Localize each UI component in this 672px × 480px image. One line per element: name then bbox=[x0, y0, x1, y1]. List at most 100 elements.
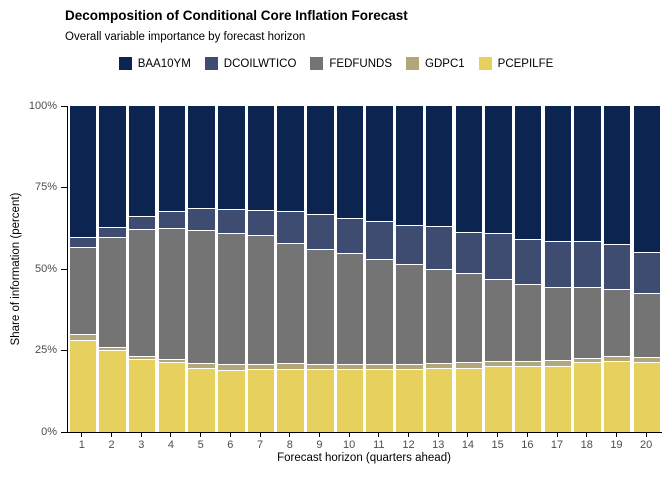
x-tick-mark bbox=[200, 433, 202, 437]
bar-segment-fedfunds bbox=[69, 247, 97, 334]
x-tick-label: 8 bbox=[286, 439, 293, 451]
legend-swatch-icon bbox=[118, 57, 132, 70]
bar-segment-baa10ym bbox=[99, 106, 126, 227]
bar-segment-fedfunds bbox=[277, 242, 304, 364]
y-tick-label: 75% bbox=[34, 181, 57, 193]
plot-area bbox=[67, 106, 662, 433]
bar-segment-fedfunds bbox=[336, 253, 364, 364]
legend-item-gdpc1: GDPC1 bbox=[406, 57, 465, 70]
bar-h5 bbox=[188, 106, 215, 432]
x-tick-mark bbox=[289, 433, 291, 437]
bar-segment-pcepilfe bbox=[425, 368, 453, 432]
bar-h7 bbox=[247, 106, 275, 432]
legend-item-baa10ym: BAA10YM bbox=[118, 57, 191, 70]
bar-h10 bbox=[336, 106, 364, 432]
x-tick-mark bbox=[348, 433, 350, 437]
bar-segment-fedfunds bbox=[218, 233, 245, 364]
bar-segment-fedfunds bbox=[128, 229, 156, 357]
bar-h6 bbox=[218, 106, 245, 432]
x-tick-mark bbox=[526, 433, 528, 437]
bar-segment-gdpc1 bbox=[366, 363, 393, 370]
x-tick-label: 1 bbox=[78, 439, 85, 451]
bar-segment-pcepilfe bbox=[544, 366, 572, 432]
bar-segment-baa10ym bbox=[69, 106, 97, 238]
bar-segment-gdpc1 bbox=[485, 361, 512, 367]
x-tick-mark bbox=[615, 433, 617, 437]
bar-segment-dcoilwtico bbox=[574, 241, 601, 287]
bar-segment-baa10ym bbox=[188, 106, 215, 208]
bar-segment-baa10ym bbox=[366, 106, 393, 222]
page-subtitle: Overall variable importance by forecast … bbox=[65, 31, 306, 43]
bar-segment-baa10ym bbox=[603, 106, 631, 245]
x-tick-label: 7 bbox=[256, 439, 264, 451]
bar-h14 bbox=[455, 106, 483, 432]
y-tick-mark bbox=[61, 431, 67, 433]
x-tick-label: 18 bbox=[580, 439, 593, 451]
bar-h2 bbox=[99, 106, 126, 432]
bar-segment-gdpc1 bbox=[247, 363, 275, 370]
bar-segment-pcepilfe bbox=[603, 360, 631, 432]
bar-h1 bbox=[69, 106, 97, 432]
bar-segment-gdpc1 bbox=[99, 346, 126, 350]
bar-segment-dcoilwtico bbox=[307, 213, 334, 249]
legend-label: FEDFUNDS bbox=[329, 57, 393, 70]
x-tick-mark bbox=[81, 433, 83, 437]
bar-segment-fedfunds bbox=[455, 272, 483, 362]
legend-label: DCOILWTICO bbox=[223, 57, 297, 70]
bar-segment-baa10ym bbox=[425, 106, 453, 227]
bar-segment-fedfunds bbox=[99, 237, 126, 347]
bar-segment-gdpc1 bbox=[574, 357, 601, 362]
x-tick-label: 14 bbox=[461, 439, 475, 451]
bar-h15 bbox=[485, 106, 512, 432]
x-tick-mark bbox=[497, 433, 499, 437]
bar-segment-gdpc1 bbox=[336, 363, 364, 370]
bar-segment-fedfunds bbox=[633, 293, 661, 358]
legend-item-dcoilwtico: DCOILWTICO bbox=[204, 57, 297, 70]
bar-segment-pcepilfe bbox=[218, 369, 245, 432]
y-tick-label: 25% bbox=[34, 344, 57, 356]
bar-h17 bbox=[544, 106, 572, 432]
bar-h9 bbox=[307, 106, 334, 432]
y-tick-mark bbox=[61, 268, 67, 270]
x-tick-mark bbox=[259, 433, 261, 437]
x-tick-mark bbox=[140, 433, 142, 437]
bar-segment-baa10ym bbox=[485, 106, 512, 234]
bar-segment-gdpc1 bbox=[188, 363, 215, 368]
bar-h19 bbox=[603, 106, 631, 432]
bar-segment-pcepilfe bbox=[396, 369, 423, 432]
bar-segment-fedfunds bbox=[247, 235, 275, 364]
bar-segment-gdpc1 bbox=[69, 333, 97, 341]
x-tick-label: 16 bbox=[521, 439, 534, 451]
bar-h16 bbox=[514, 106, 542, 432]
bar-segment-pcepilfe bbox=[485, 366, 512, 432]
bar-segment-fedfunds bbox=[514, 283, 542, 362]
bar-segment-pcepilfe bbox=[366, 369, 393, 432]
bar-segment-dcoilwtico bbox=[514, 238, 542, 284]
bar-segment-pcepilfe bbox=[633, 361, 661, 432]
bar-segment-gdpc1 bbox=[128, 356, 156, 359]
bar-segment-pcepilfe bbox=[128, 358, 156, 432]
legend-swatch-icon bbox=[478, 57, 492, 70]
bar-segment-baa10ym bbox=[544, 106, 572, 241]
x-tick-mark bbox=[586, 433, 588, 437]
bar-segment-dcoilwtico bbox=[99, 226, 126, 238]
bar-segment-gdpc1 bbox=[396, 364, 423, 370]
bar-segment-dcoilwtico bbox=[158, 211, 186, 228]
bar-segment-gdpc1 bbox=[603, 356, 631, 361]
bar-segment-baa10ym bbox=[247, 106, 275, 211]
bar-segment-fedfunds bbox=[307, 248, 334, 364]
bar-segment-pcepilfe bbox=[455, 367, 483, 432]
legend-item-fedfunds: FEDFUNDS bbox=[310, 57, 392, 70]
bar-segment-dcoilwtico bbox=[603, 244, 631, 289]
bars-container bbox=[68, 106, 662, 432]
x-tick-mark bbox=[408, 433, 410, 437]
bar-segment-fedfunds bbox=[188, 229, 215, 364]
x-tick-label: 15 bbox=[491, 439, 504, 451]
x-axis-title: Forecast horizon (quarters ahead) bbox=[277, 452, 451, 464]
bar-segment-gdpc1 bbox=[277, 363, 304, 370]
bar-h12 bbox=[396, 106, 423, 432]
bar-segment-pcepilfe bbox=[307, 369, 334, 432]
bar-segment-pcepilfe bbox=[99, 349, 126, 432]
bar-segment-dcoilwtico bbox=[69, 237, 97, 248]
